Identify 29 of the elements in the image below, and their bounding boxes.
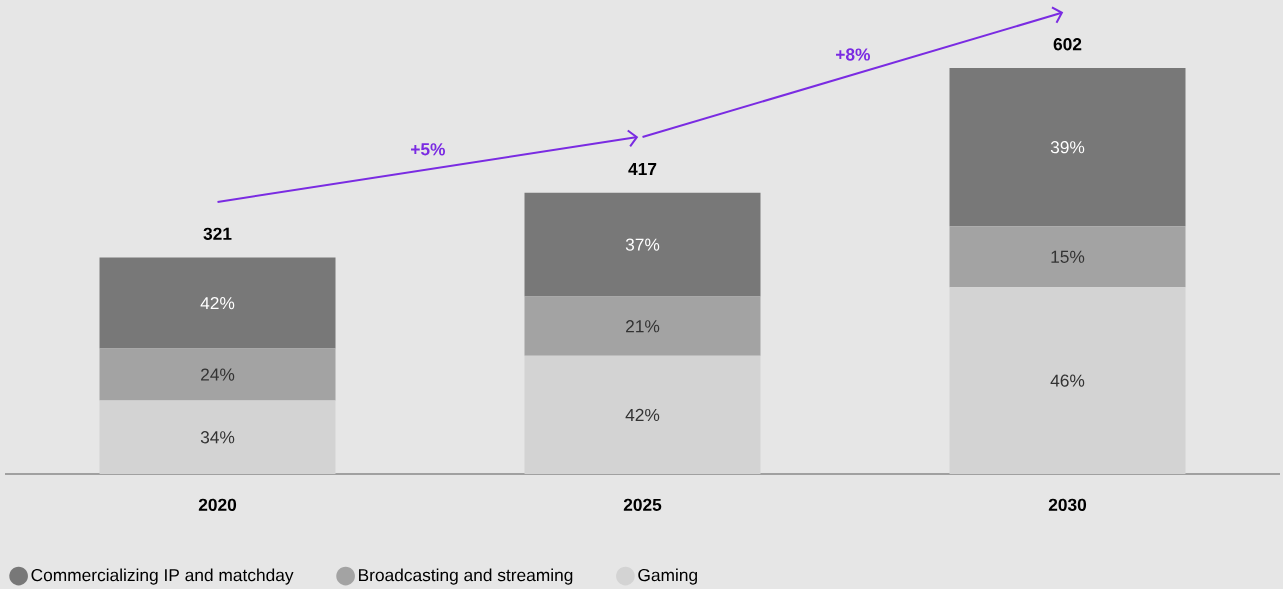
- legend-label: Broadcasting and streaming: [359, 568, 573, 585]
- bar: [949, 226, 1186, 288]
- annotation: 24%: [201, 368, 235, 381]
- bar: [99, 348, 336, 401]
- annotation: 42%: [625, 408, 660, 422]
- text: 602: [1053, 38, 1082, 51]
- annotation: 34%: [200, 431, 235, 444]
- annotation: 417: [628, 163, 657, 176]
- bar: [99, 400, 336, 474]
- annotation: 21%: [626, 320, 660, 333]
- bar: [949, 287, 1186, 474]
- bar: [99, 257, 336, 349]
- x-tick-label: 2025: [623, 498, 662, 511]
- annotation: +5%: [411, 143, 446, 156]
- annotation: 46%: [1050, 374, 1085, 387]
- x-tick-label: 2020: [198, 498, 237, 511]
- legend-label: Gaming: [638, 568, 697, 585]
- text: +8%: [836, 48, 870, 61]
- annotation: 15%: [1051, 250, 1085, 263]
- bar: [524, 192, 761, 297]
- bar: [524, 296, 761, 356]
- annotation: 321: [203, 227, 232, 240]
- annotation: 37%: [625, 238, 660, 251]
- annotation: 42%: [200, 296, 235, 310]
- annotation: 39%: [1050, 141, 1085, 154]
- x-tick-label: 2030: [1048, 498, 1087, 511]
- bar: [949, 68, 1186, 227]
- bar: [524, 355, 761, 474]
- legend-label: Commercializing IP and matchday: [31, 568, 294, 585]
